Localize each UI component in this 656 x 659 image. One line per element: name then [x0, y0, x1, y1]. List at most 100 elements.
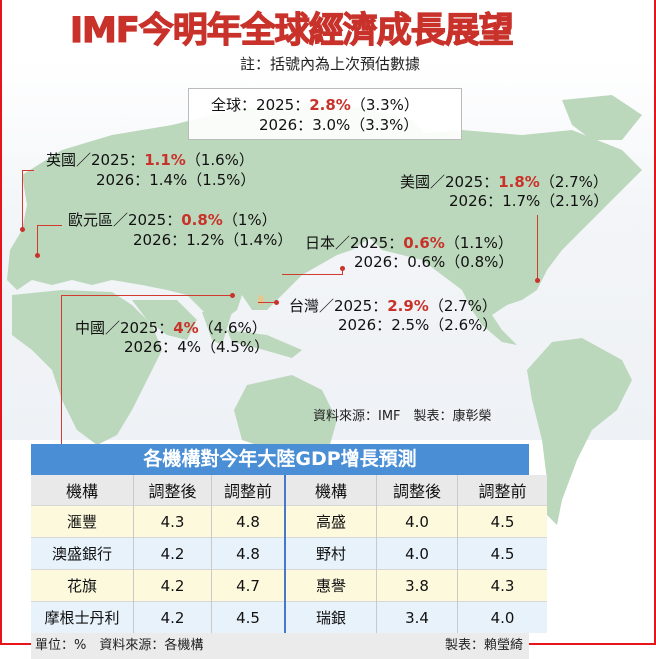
taiwan-marker-dot [274, 300, 279, 305]
table-cell: 惠譽 [285, 569, 377, 602]
forecast-value: 1.8% [498, 173, 540, 191]
eurozone-forecast-2026: 2026：1.2%（1.4%） [133, 230, 292, 250]
year-label: 2025： [445, 173, 499, 191]
global-forecast-2025: 全球：2025：2.8%（3.3%） [211, 95, 419, 115]
year-label: 2025： [128, 211, 182, 229]
table-row: 澳盛銀行 4.2 4.8 野村 4.0 4.5 [31, 537, 547, 570]
region-name: 日本／ [305, 234, 351, 252]
column-header: 調整前 [457, 475, 547, 506]
table-cell: 4.2 [133, 537, 212, 570]
previous-value: （3.3%） [350, 96, 419, 114]
global-forecast-box [188, 88, 462, 140]
forecast-value: 4% [177, 338, 201, 356]
china-leader-line [61, 295, 232, 296]
region-name: 台灣／ [289, 297, 335, 315]
table-row: 摩根士丹利 4.2 4.5 瑞銀 3.4 4.0 [31, 601, 547, 633]
year-label: 2026： [133, 231, 187, 249]
map-source: 資料來源：IMF 製表：康彰榮 [313, 409, 492, 424]
previous-value: （1.5%） [187, 171, 256, 189]
table-cell: 瑞銀 [285, 601, 377, 633]
table-cell: 4.5 [457, 505, 547, 538]
forecast-value: 1.1% [144, 151, 186, 169]
previous-value: （1.4%） [224, 231, 293, 249]
year-label: 2026： [449, 192, 503, 210]
frame-border-left [0, 0, 2, 645]
table-cell: 4.8 [211, 537, 286, 570]
us-leader-line [537, 215, 538, 280]
region-name: 全球 [211, 96, 242, 114]
table-cell: 4.5 [211, 601, 286, 633]
forecast-value: 1.7% [502, 192, 541, 210]
table-footer: 單位：% 資料來源：各機構 製表：賴瑩綺 [31, 633, 529, 659]
china-forecast-2026: 2026：4%（4.5%） [124, 337, 269, 357]
year-label: 2025： [120, 319, 174, 337]
table-cell: 野村 [285, 537, 377, 570]
year-label: 2026： [338, 316, 392, 334]
table-cell: 4.2 [133, 569, 212, 602]
eurozone-marker-dot [35, 253, 40, 258]
column-header: 調整後 [133, 475, 212, 506]
note-text: 註：括號內為上次預估數據 [240, 55, 421, 73]
china-forecast-2025: 中國／2025：4%（4.6%） [75, 318, 267, 338]
taiwan-forecast-2026: 2026：2.5%（2.6%） [338, 315, 497, 335]
uk-leader-line [22, 170, 34, 171]
column-header: 機構 [31, 475, 134, 506]
table-cell: 花旗 [31, 569, 134, 602]
year-label: 2025： [334, 297, 388, 315]
table-cell: 4.3 [133, 505, 212, 538]
taiwan-leader-line [258, 302, 276, 303]
eurozone-leader-line [37, 225, 38, 255]
forecast-value: 3.0% [312, 116, 351, 134]
table-cell: 4.3 [457, 569, 547, 602]
year-label: 2026： [96, 171, 150, 189]
previous-value: （0.8%） [445, 253, 514, 271]
previous-value: （2.7%） [428, 297, 497, 315]
table-cell: 4.5 [457, 537, 547, 570]
previous-value: （1.1%） [444, 234, 513, 252]
table-cell: 高盛 [285, 505, 377, 538]
china-to-table-line [61, 295, 62, 451]
table-cell: 4.0 [376, 505, 458, 538]
column-header: 調整前 [211, 475, 286, 506]
column-header: 調整後 [376, 475, 458, 506]
table-title: 各機構對今年大陸GDP增長預測 [31, 444, 529, 475]
year-label: 2026： [259, 116, 313, 134]
us-forecast-2025: 美國／2025：1.8%（2.7%） [400, 172, 608, 192]
previous-value: （2.1%） [540, 192, 609, 210]
column-header: 機構 [285, 475, 377, 506]
taiwan-forecast-2025: 台灣／2025：2.9%（2.7%） [289, 296, 497, 316]
china-marker-dot [230, 293, 235, 298]
world-map [7, 95, 642, 525]
frame-border-right [654, 0, 656, 645]
forecast-value: 2.8% [309, 96, 351, 114]
uk-marker-dot [20, 227, 25, 232]
region-name: 美國／ [400, 173, 446, 191]
forecast-value: 1.4% [149, 171, 188, 189]
table-cell: 4.7 [211, 569, 286, 602]
table-header-row: 機構 調整後 調整前 機構 調整後 調整前 [31, 475, 547, 506]
forecast-value: 0.6% [407, 253, 446, 271]
table-cell: 4.0 [376, 537, 458, 570]
forecast-value: 1.2% [186, 231, 225, 249]
table-cell: 摩根士丹利 [31, 601, 134, 633]
table-cell: 3.8 [376, 569, 458, 602]
table-cell: 澳盛銀行 [31, 537, 134, 570]
forecast-value: 2.5% [391, 316, 430, 334]
table-unit-source: 單位：% 資料來源：各機構 [35, 638, 204, 653]
forecast-value: 0.6% [403, 234, 445, 252]
japan-forecast-2025: 日本／2025：0.6%（1.1%） [305, 233, 513, 253]
forecast-value: 4% [173, 319, 199, 337]
previous-value: （1%） [222, 211, 277, 229]
uk-forecast-2025: 英國／2025：1.1%（1.6%） [46, 150, 254, 170]
japan-leader-line [342, 268, 343, 274]
previous-value: （2.7%） [539, 173, 608, 191]
year-label: 2026： [124, 338, 178, 356]
table-cell: 4.0 [457, 601, 547, 633]
table-credit: 製表：賴瑩綺 [444, 638, 523, 653]
region-name: 英國／ [46, 151, 92, 169]
table-row: 花旗 4.2 4.7 惠譽 3.8 4.3 [31, 569, 547, 602]
global-forecast-2026: 2026：3.0%（3.3%） [259, 115, 418, 135]
table-cell: 4.8 [211, 505, 286, 538]
previous-value: （2.6%） [429, 316, 498, 334]
region-name: 歐元區／ [68, 211, 129, 229]
